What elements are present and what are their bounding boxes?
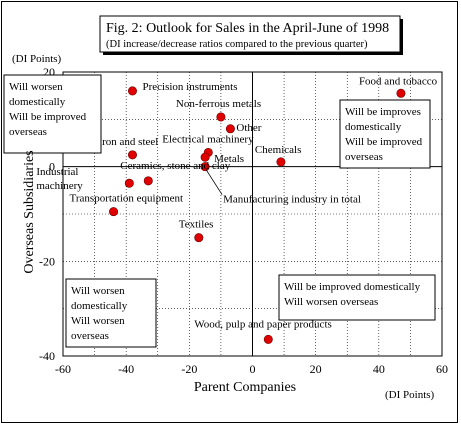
title-box-shadow-bottom — [103, 52, 403, 55]
quadrant-notes: Will worsen domestically Will be improved o… — [3, 74, 436, 348]
point-label: Iron and steel — [98, 136, 158, 148]
data-point — [225, 124, 235, 134]
y-tick-label: -40 — [39, 349, 55, 363]
y-tick-label: -20 — [39, 254, 55, 268]
point-label: Textiles — [179, 219, 214, 231]
data-point — [263, 334, 273, 344]
data-point — [200, 162, 210, 172]
point-label: Manufacturing industry in total — [223, 194, 361, 206]
point-label: Chemicals — [255, 144, 301, 156]
y-axis-title: Overseas Subsidiaries — [22, 150, 37, 273]
data-point — [143, 176, 153, 186]
x-tick-label: 20 — [310, 362, 322, 376]
data-point — [200, 152, 210, 162]
title-box — [99, 15, 401, 53]
quadrant-note-text: Will be improves domestically Will be impr… — [345, 106, 423, 163]
quadrant-note-text: Will worsen domestically Will be improved o… — [9, 81, 87, 138]
title-box-shadow — [400, 19, 403, 55]
data-point — [216, 112, 226, 122]
data-points — [109, 86, 406, 344]
data-point — [396, 88, 406, 98]
chart-subtitle: (DI increase/decrease ratios compared to… — [106, 39, 368, 50]
x-unit-label: (DI Points) — [385, 389, 435, 401]
quadrant-note-text: Will worsen domestically Will worsen overse… — [71, 285, 128, 342]
data-point — [127, 86, 137, 96]
quadrant-note-text: Will be improved domestically Will worsen… — [284, 281, 421, 308]
point-label: Ceramics, stone and clay — [120, 160, 230, 172]
point-label: Industrial machineryIndustrial machinery — [36, 166, 83, 192]
point-label: Metals — [214, 153, 244, 165]
point-label: Precision instruments — [142, 81, 237, 93]
quadrant-note-box — [3, 74, 102, 154]
x-tick-label: 60 — [436, 362, 448, 376]
data-point — [109, 207, 119, 217]
leader-line — [205, 169, 223, 195]
y-tick-label: 0 — [49, 160, 55, 174]
x-tick-label: 0 — [250, 362, 256, 376]
point-label: Electrical machinery — [162, 133, 254, 145]
point-label: Non-ferrous metals — [176, 98, 261, 110]
leader-lines — [205, 169, 223, 195]
point-label: Food and tobacco — [359, 75, 438, 87]
chart-title: Fig. 2: Outlook for Sales in the April-J… — [106, 21, 389, 36]
data-point — [194, 233, 204, 243]
quadrant-note-box — [339, 99, 431, 169]
x-tick-label: -60 — [55, 362, 71, 376]
data-point — [124, 178, 134, 188]
point-label: Other — [236, 122, 261, 134]
data-point — [127, 150, 137, 160]
y-unit-label: (DI Points) — [12, 53, 62, 65]
quadrant-note-box — [278, 274, 436, 321]
data-point — [276, 157, 286, 167]
quadrant-note-box — [65, 278, 157, 348]
x-tick-labels: -60 -40 -20 0 20 40 60 — [55, 362, 448, 376]
point-label: Transportation equipment — [70, 193, 184, 205]
x-tick-label: -20 — [181, 362, 197, 376]
x-axis-title: Parent Companies — [194, 380, 296, 395]
x-tick-label: -40 — [118, 362, 134, 376]
x-tick-label: 40 — [373, 362, 385, 376]
point-labels: Food and tobacco Precision instruments Non… — [36, 75, 437, 330]
point-label: Wood, pulp and paper products — [194, 318, 332, 330]
